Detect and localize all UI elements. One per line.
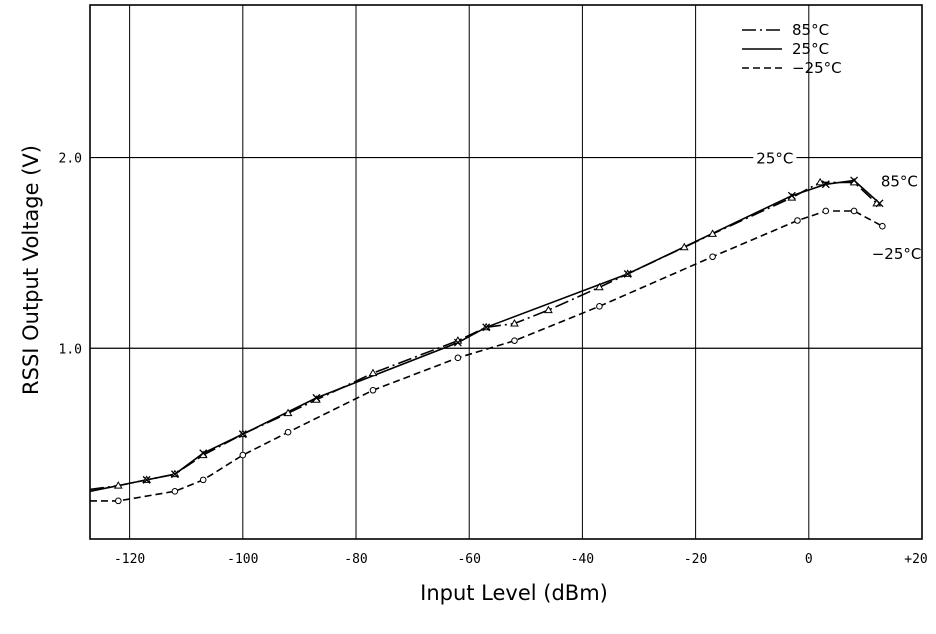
legend-label: 25°C [792, 40, 829, 58]
legend: 85°C25°C−25°C [742, 21, 842, 77]
triangle-marker [283, 408, 293, 417]
circle-marker [199, 476, 207, 484]
series-line-2 [90, 210, 883, 502]
y-axis-label: RSSI Output Voltage (V) [19, 145, 43, 395]
circle-marker [879, 222, 886, 230]
triangle-marker [595, 282, 604, 291]
x-marker [787, 191, 796, 200]
x-tick-label: -20 [684, 552, 707, 567]
triangle-marker [544, 305, 553, 314]
x-marker [821, 180, 830, 189]
legend-label: −25°C [792, 59, 842, 77]
x-marker [312, 393, 321, 402]
plot-frame [89, 4, 923, 540]
circle-marker [822, 207, 830, 215]
curve-label: 25°C [756, 150, 793, 168]
circle-marker [454, 354, 462, 362]
series-line-0 [89, 181, 878, 491]
circle-marker [794, 217, 801, 224]
triangle-marker [368, 368, 378, 377]
x-marker [142, 475, 151, 484]
circle-marker [709, 253, 716, 261]
triangle-marker [815, 177, 825, 186]
x-marker [238, 430, 247, 439]
x-tick-label: -40 [571, 552, 594, 567]
circle-marker [284, 428, 292, 436]
series-lines [89, 179, 883, 502]
triangle-marker [510, 319, 519, 327]
grid [89, 4, 923, 540]
curve-label: −25°C [872, 245, 922, 263]
x-tick-label: 0 [805, 552, 813, 567]
label-backdrop [753, 148, 797, 169]
x-marker [482, 323, 491, 332]
circle-marker [369, 386, 377, 394]
legend-label: 85°C [792, 21, 829, 39]
x-marker [875, 199, 884, 208]
x-marker [453, 338, 462, 347]
x-axis-label: Input Level (dBm) [420, 581, 608, 605]
series-line-1 [89, 179, 881, 493]
x-marker [199, 449, 208, 458]
data-markers [113, 176, 886, 505]
x-tick-label: -100 [227, 552, 258, 567]
circle-marker [114, 497, 122, 505]
y-tick-label: 2.0 [59, 152, 82, 167]
y-tick-label: 1.0 [59, 342, 82, 357]
x-tick-label: -120 [114, 552, 145, 567]
triangle-marker [113, 481, 123, 489]
triangle-marker [679, 242, 689, 251]
circle-marker [171, 488, 179, 495]
x-tick-label: -80 [344, 552, 367, 567]
circle-marker [239, 451, 247, 459]
tick-labels: -120 -100 -80 -60 -40 -20 0 +20 1.0 2.0 [59, 152, 928, 567]
triangle-marker [708, 229, 717, 237]
x-tick-label: +20 [904, 552, 927, 567]
circle-marker [511, 337, 518, 344]
x-tick-label: -60 [457, 552, 480, 567]
curve-label: 85°C [881, 172, 918, 190]
x-marker [623, 269, 632, 278]
circle-marker [596, 303, 603, 310]
circle-marker [850, 207, 858, 215]
x-marker [170, 470, 179, 479]
x-marker [850, 176, 859, 185]
annotations: 25°C 85°C −25°C [753, 148, 922, 263]
